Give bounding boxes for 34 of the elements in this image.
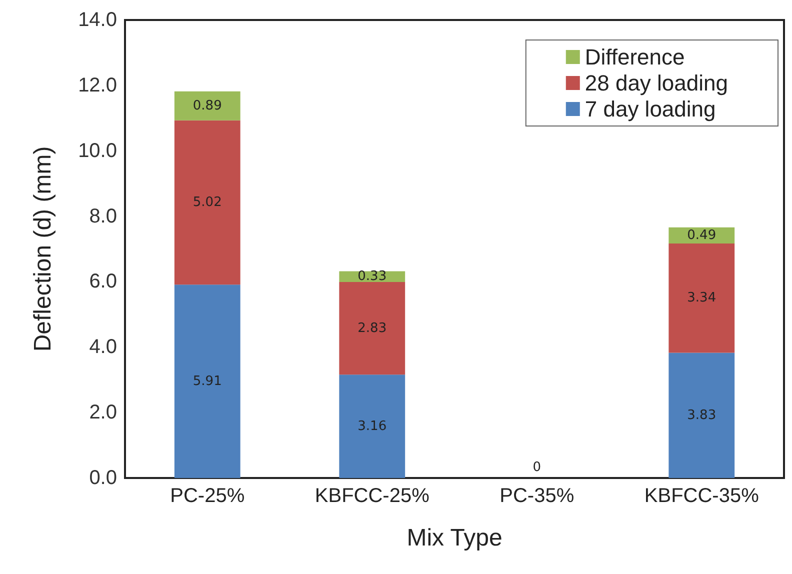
bar (339, 282, 406, 375)
data-label: 2.83 (358, 320, 387, 336)
data-label: 5.91 (192, 374, 222, 389)
x-tick-label: KBFCC-35% (644, 485, 760, 507)
data-label: 0.89 (192, 98, 222, 114)
data-label: 5.02 (192, 195, 222, 210)
y-tick-label: 2.0 (89, 402, 117, 424)
bar (174, 91, 240, 120)
bar (668, 352, 735, 478)
y-tick-label: 6.0 (89, 270, 117, 293)
data-label: 0.49 (687, 228, 716, 243)
y-tick-label: 8.0 (89, 205, 117, 228)
y-tick-label: 0.0 (89, 467, 117, 489)
legend-label: 28 day loading (584, 70, 728, 96)
x-axis-title: Mix Type (406, 524, 502, 552)
legend-label: 7 day loading (584, 96, 716, 122)
x-tick-label: KBFCC-25% (314, 485, 430, 507)
y-axis-title: Deflection (d) (mm) (30, 146, 56, 352)
bar (668, 243, 735, 353)
data-label: 3.16 (358, 418, 387, 434)
legend-label: Difference (584, 44, 685, 70)
y-tick-label: 12.0 (78, 74, 117, 96)
x-tick-label: PC-25% (170, 485, 245, 507)
data-label: 0 (532, 460, 542, 475)
y-tick-label: 14.0 (78, 9, 117, 31)
y-tick-label: 10.0 (78, 140, 117, 162)
data-label: 0.33 (358, 269, 387, 284)
bar (174, 120, 240, 285)
bar (174, 284, 240, 478)
x-tick-label: PC-35% (500, 485, 574, 507)
data-label: 3.34 (687, 290, 716, 306)
y-tick-label: 4.0 (89, 336, 117, 358)
bar (339, 374, 406, 478)
data-label: 3.83 (687, 408, 716, 423)
